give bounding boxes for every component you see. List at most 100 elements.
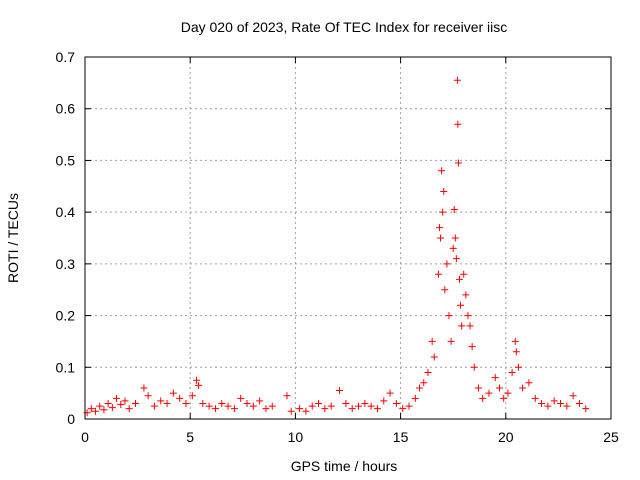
data-point-marker (420, 379, 428, 387)
data-point-marker (195, 381, 203, 389)
y-tick-label: 0.5 (56, 152, 76, 168)
data-point-marker (92, 407, 100, 415)
data-point-marker (451, 234, 459, 242)
data-point-marker (386, 389, 394, 397)
data-point-marker (182, 399, 190, 407)
data-point-marker (205, 402, 213, 410)
data-point-marker (380, 397, 388, 405)
plot-frame (84, 56, 612, 420)
data-point-marker (262, 405, 270, 413)
data-point-marker (447, 337, 455, 345)
data-point-marker (456, 275, 464, 283)
data-point-marker (224, 402, 232, 410)
data-point-marker (457, 301, 465, 309)
x-tick-label: 20 (498, 429, 514, 445)
data-point-marker (315, 399, 323, 407)
chart-title: Day 020 of 2023, Rate Of TEC Index for r… (181, 19, 508, 35)
data-point-marker (441, 286, 449, 294)
data-point-marker (450, 206, 458, 214)
data-point-marker (249, 402, 257, 410)
data-point-marker (169, 389, 177, 397)
data-point-marker (538, 399, 546, 407)
data-point-marker (466, 322, 474, 330)
data-point-marker (504, 389, 512, 397)
data-point-marker (131, 399, 139, 407)
data-point-marker (193, 376, 201, 384)
data-point-marker (495, 384, 503, 392)
data-point-marker (355, 402, 363, 410)
data-point-marker (452, 255, 460, 263)
y-tick-label: 0 (67, 411, 75, 427)
data-point-marker (440, 187, 448, 195)
grid-lines (85, 57, 611, 419)
x-tick-label: 25 (603, 429, 619, 445)
y-tick-label: 0.4 (56, 204, 76, 220)
data-point-marker (525, 379, 533, 387)
data-point-marker (500, 394, 508, 402)
data-point-marker (582, 405, 590, 413)
data-point-marker (100, 406, 108, 414)
data-point-marker (287, 407, 295, 415)
data-point-marker (392, 399, 400, 407)
data-point-marker (411, 394, 419, 402)
data-point-marker (336, 387, 344, 395)
data-point-marker (163, 399, 171, 407)
data-point-marker (117, 401, 125, 409)
data-point-marker (470, 363, 478, 371)
data-point-marker (176, 394, 184, 402)
data-point-marker (563, 402, 571, 410)
data-point-marker (544, 402, 552, 410)
y-tick-label: 0.2 (56, 308, 76, 324)
data-point-marker (434, 270, 442, 278)
data-point-marker (449, 244, 457, 252)
data-points (83, 76, 590, 417)
y-tick-label: 0.1 (56, 359, 76, 375)
data-point-marker (373, 405, 381, 413)
data-point-marker (575, 399, 583, 407)
data-point-marker (367, 402, 375, 410)
data-point-marker (428, 337, 436, 345)
y-axis-title: ROTI / TECUs (5, 193, 21, 283)
x-tick-label: 15 (393, 429, 409, 445)
data-point-marker (256, 397, 264, 405)
data-point-marker (237, 394, 245, 402)
data-point-marker (445, 312, 453, 320)
data-point-marker (468, 343, 476, 351)
data-point-marker (436, 224, 444, 232)
data-point-marker (321, 405, 329, 413)
data-point-marker (104, 399, 112, 407)
x-tick-label: 10 (288, 429, 304, 445)
data-point-marker (140, 384, 148, 392)
x-axis-title: GPS time / hours (291, 458, 398, 474)
data-point-marker (218, 399, 226, 407)
data-point-marker (150, 402, 158, 410)
data-point-marker (430, 353, 438, 361)
data-point-marker (211, 405, 219, 413)
data-point-marker (453, 76, 461, 84)
data-point-marker (438, 167, 446, 175)
data-point-marker (361, 399, 369, 407)
x-tick-label: 0 (81, 429, 89, 445)
data-point-marker (96, 402, 104, 410)
data-point-marker (439, 208, 447, 216)
data-point-marker (454, 120, 462, 128)
y-tick-label: 0.6 (56, 101, 76, 117)
data-point-marker (188, 392, 196, 400)
data-point-marker (157, 397, 165, 405)
data-point-marker (296, 405, 304, 413)
data-point-marker (268, 402, 276, 410)
data-point-marker (424, 368, 432, 376)
data-point-marker (479, 394, 487, 402)
data-point-marker (283, 392, 291, 400)
data-point-marker (474, 384, 482, 392)
data-point-marker (342, 399, 350, 407)
data-point-marker (485, 389, 493, 397)
y-tick-label: 0.3 (56, 256, 76, 272)
data-point-marker (243, 399, 251, 407)
data-point-marker (491, 374, 499, 382)
data-point-marker (199, 399, 207, 407)
data-point-marker (108, 404, 116, 412)
data-point-marker (113, 394, 121, 402)
data-point-marker (569, 392, 577, 400)
data-point-marker (512, 348, 520, 356)
